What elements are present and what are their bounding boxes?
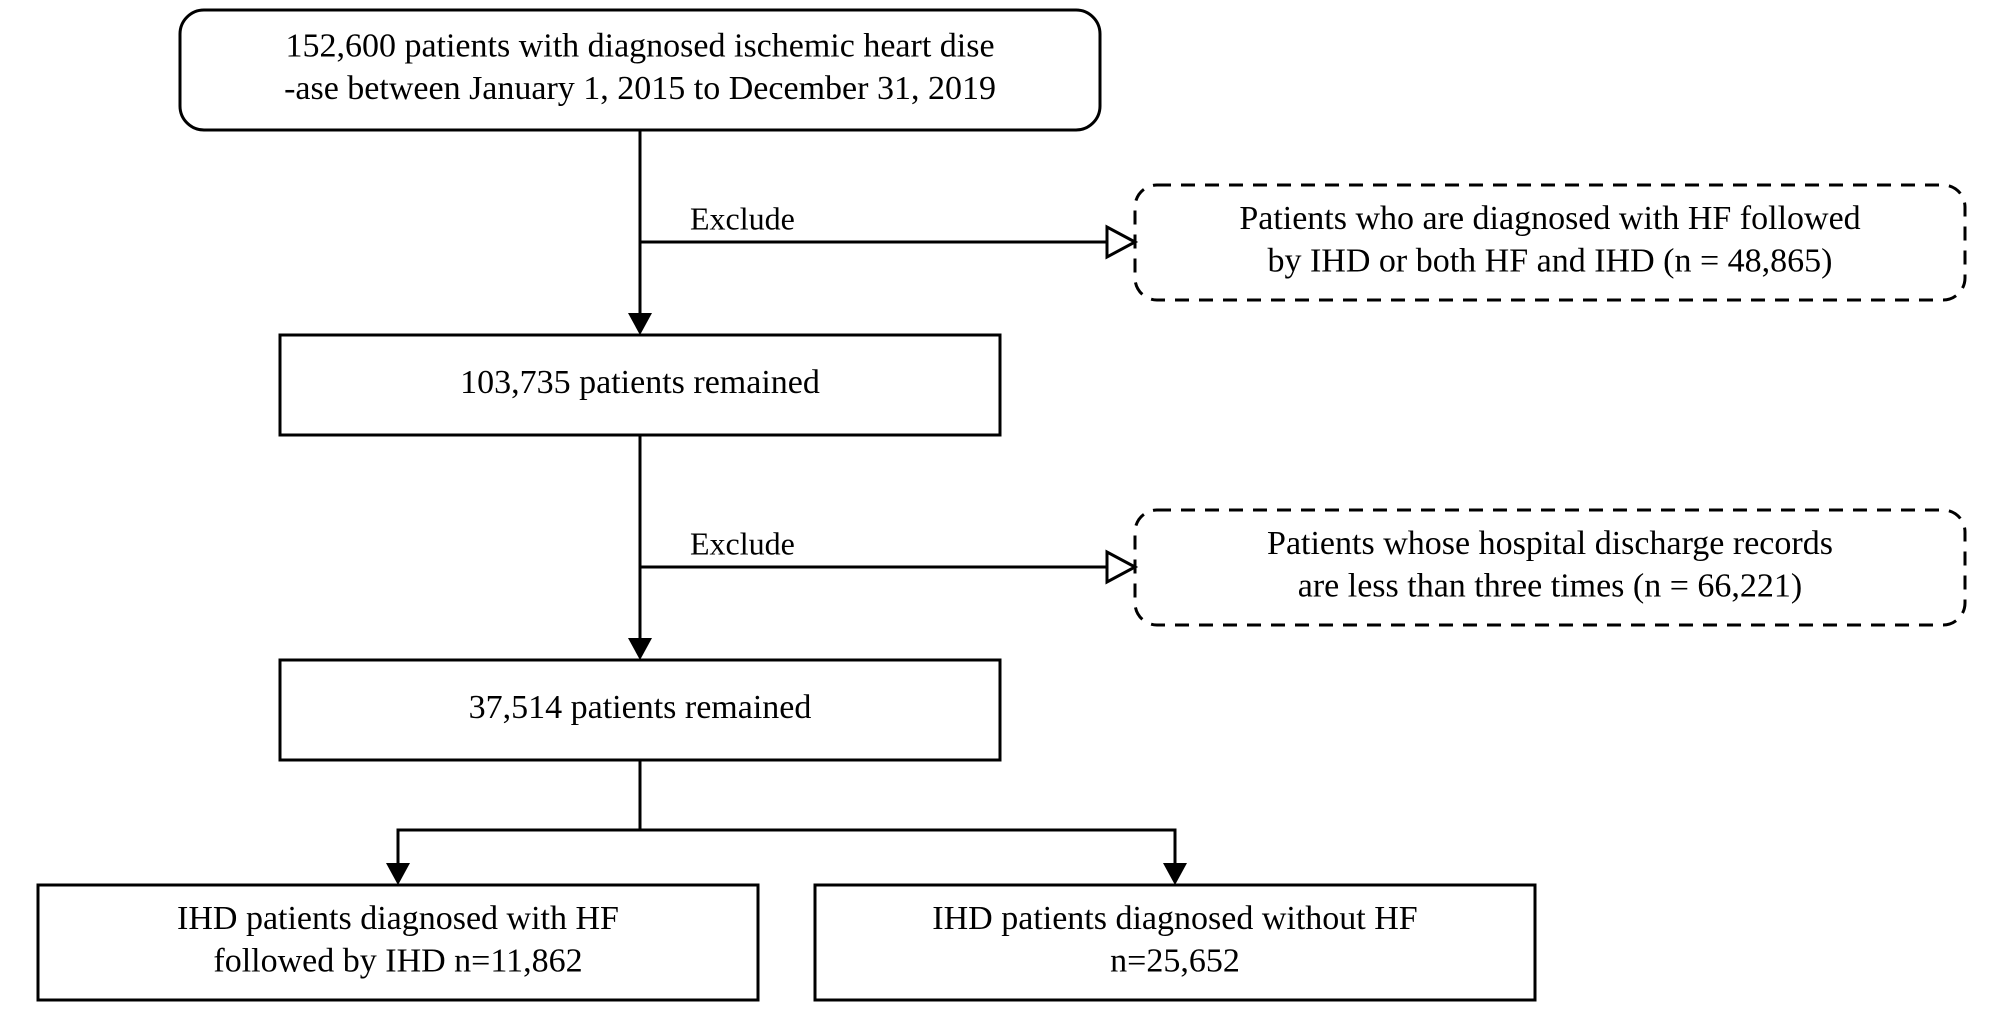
arrowhead: [386, 863, 410, 885]
excl2-line-1: are less than three times (n = 66,221): [1298, 568, 1802, 605]
arrowhead: [628, 638, 652, 660]
s1: [398, 760, 640, 863]
left_out-line-0: IHD patients diagnosed with HF: [177, 900, 619, 937]
excl_label1: Exclude: [690, 200, 795, 236]
right_out-line-0: IHD patients diagnosed without HF: [932, 900, 1417, 937]
excl1-line-0: Patients who are diagnosed with HF follo…: [1239, 200, 1860, 237]
remain2-line-0: 37,514 patients remained: [469, 689, 812, 726]
excl1-line-1: by IHD or both HF and IHD (n = 48,865): [1267, 243, 1832, 280]
excl2-line-0: Patients whose hospital discharge record…: [1267, 525, 1833, 562]
remain1-line-0: 103,735 patients remained: [460, 364, 820, 401]
arrowhead: [1163, 863, 1187, 885]
s2: [640, 760, 1175, 863]
arrowhead-open: [1107, 227, 1135, 257]
right_out-line-1: n=25,652: [1110, 943, 1240, 980]
left_out-line-1: followed by IHD n=11,862: [213, 943, 582, 980]
start-line-1: -ase between January 1, 2015 to December…: [284, 70, 996, 107]
arrowhead: [628, 313, 652, 335]
arrowhead-open: [1107, 552, 1135, 582]
start-line-0: 152,600 patients with diagnosed ischemic…: [285, 28, 994, 65]
excl_label2: Exclude: [690, 525, 795, 561]
